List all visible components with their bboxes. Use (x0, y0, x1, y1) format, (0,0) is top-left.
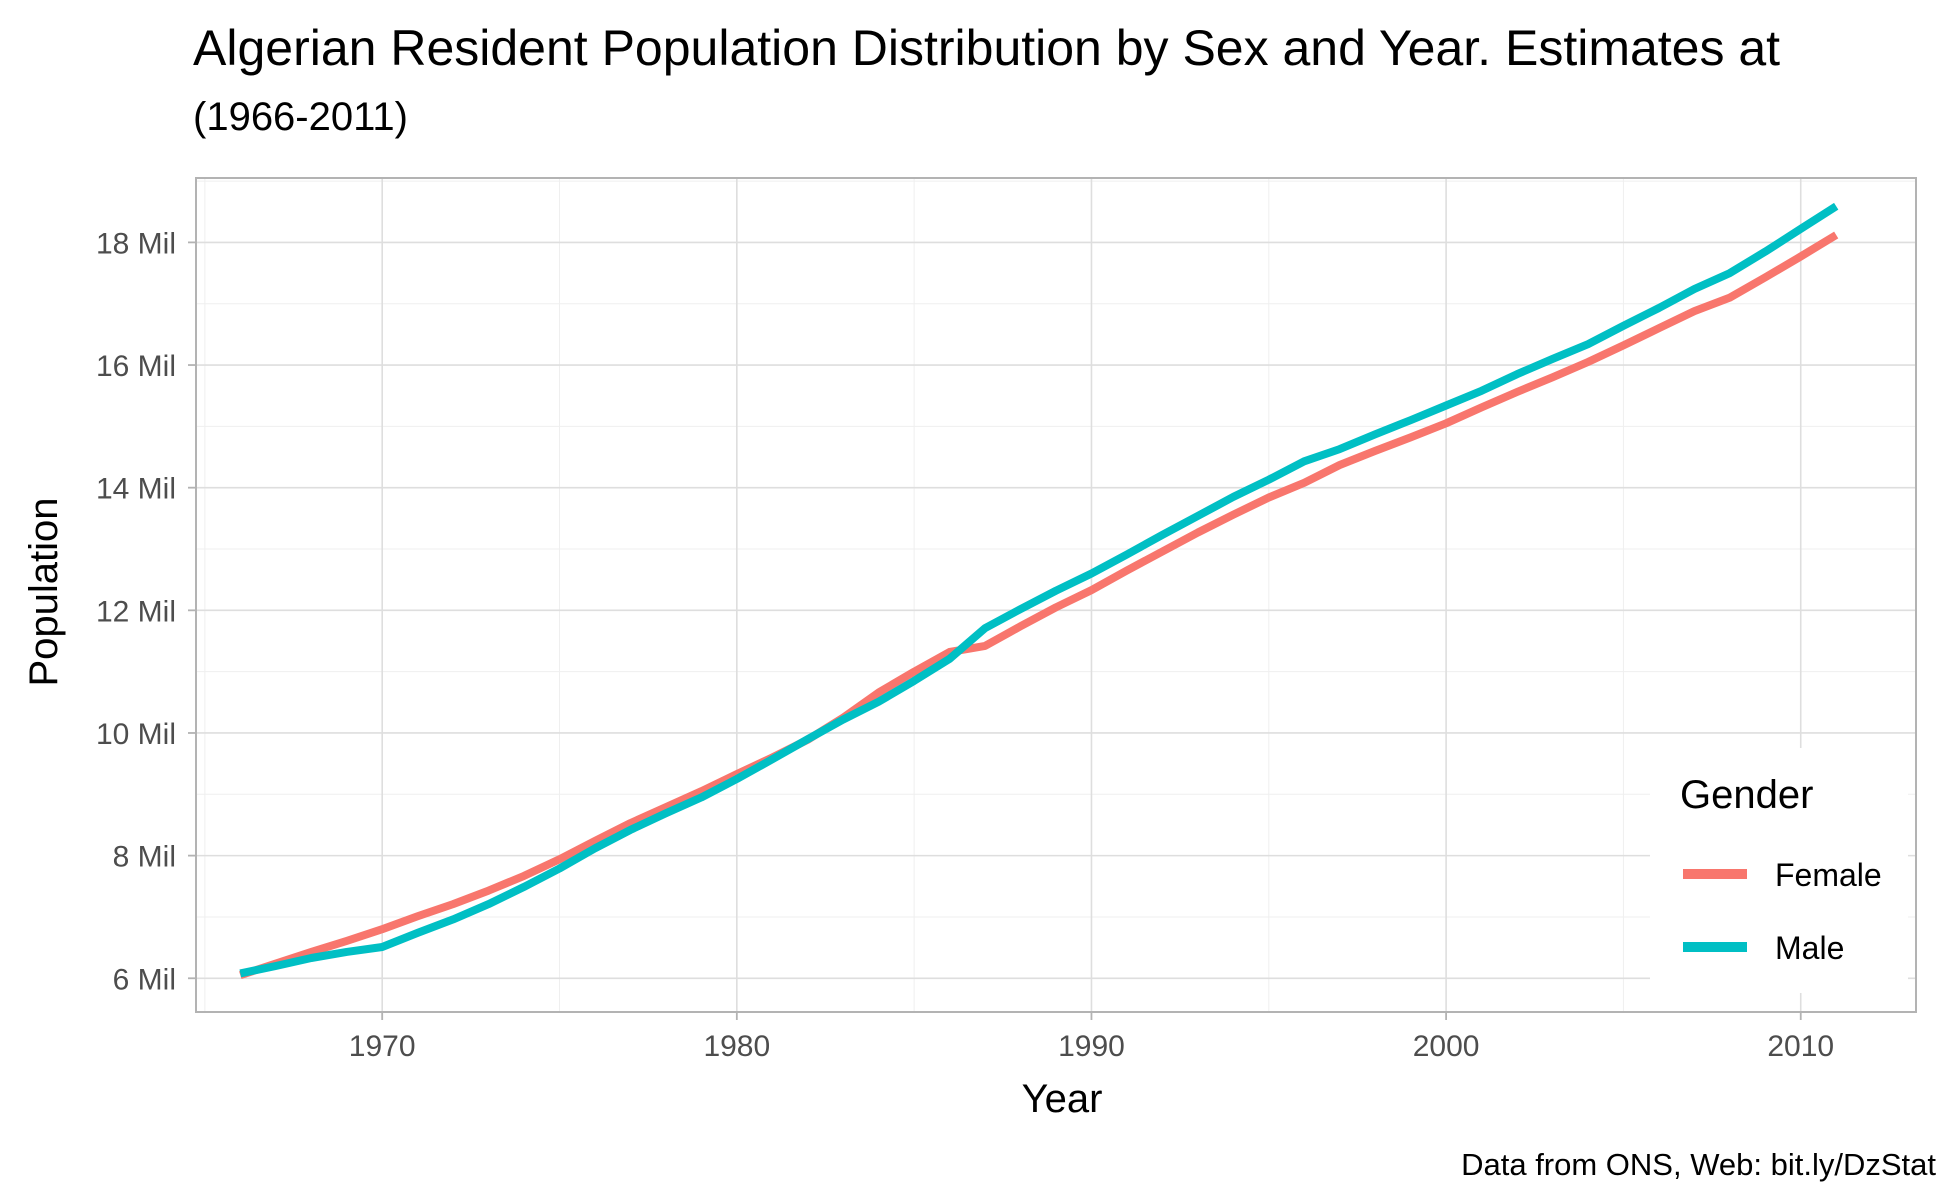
x-tick-label: 1970 (349, 1030, 416, 1063)
chart-caption: Data from ONS, Web: bit.ly/DzStat (1461, 1147, 1936, 1182)
minor-gridlines (196, 178, 1916, 1012)
legend-title: Gender (1680, 773, 1813, 817)
plot-panel-border (195, 177, 1917, 1013)
y-tick-label: 14 Mil (96, 473, 176, 506)
axis-ticks (188, 241, 1802, 1020)
x-tick-label: 1990 (1058, 1030, 1125, 1063)
y-tick-label: 16 Mil (96, 350, 176, 383)
y-axis-title: Population (22, 497, 66, 686)
y-tick-label: 6 Mil (113, 963, 176, 996)
x-tick-label: 2000 (1413, 1030, 1480, 1063)
chart-subtitle: (1966-2011) (193, 95, 408, 139)
y-axis-tick-labels: 6 Mil 8 Mil 10 Mil 12 Mil 14 Mil 16 Mil 18 Mil (96, 227, 176, 996)
chart-title: Algerian Resident Population Distributio… (193, 20, 1780, 76)
y-tick-label: 10 Mil (96, 718, 176, 751)
legend: Gender Female Male (1650, 748, 1908, 993)
x-axis-title: Year (1022, 1077, 1103, 1121)
series-line-female (239, 231, 1839, 980)
major-gridlines (196, 178, 1916, 1012)
y-tick-label: 18 Mil (96, 227, 176, 260)
series-line-male (239, 202, 1839, 978)
y-tick-label: 12 Mil (96, 595, 176, 628)
legend-label-female: Female (1775, 857, 1882, 893)
x-tick-label: 1980 (703, 1030, 770, 1063)
x-tick-label: 2010 (1767, 1030, 1834, 1063)
y-tick-label: 8 Mil (113, 841, 176, 874)
x-axis-tick-labels: 1970 1980 1990 2000 2010 (349, 1030, 1834, 1063)
legend-label-male: Male (1775, 930, 1844, 966)
series-lines (239, 202, 1839, 980)
